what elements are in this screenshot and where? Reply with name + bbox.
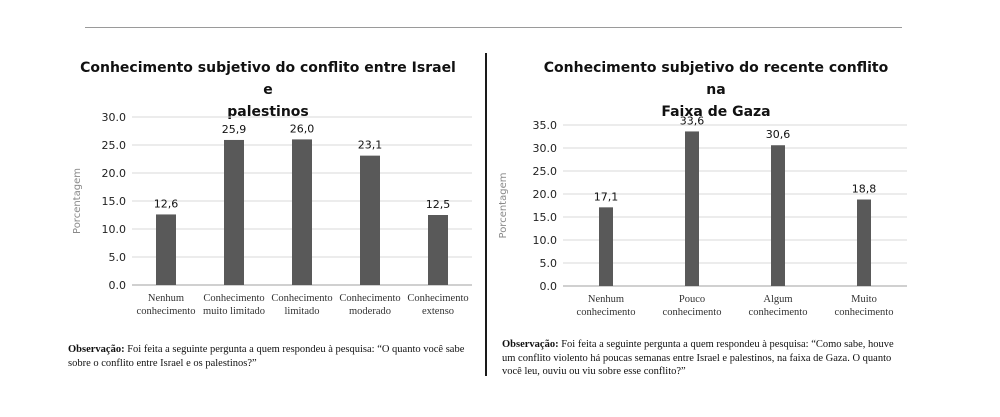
observation-note: Observação: Foi feita a seguinte pergunt… <box>502 338 922 379</box>
chart-title-line: Conhecimento subjetivo do conflito entre… <box>80 60 456 98</box>
y-axis-label: Porcentagem <box>498 173 509 239</box>
data-label: 12,6 <box>154 197 179 210</box>
bar <box>292 139 312 285</box>
category-label: muito limitado <box>203 306 265 317</box>
note-text: sobre o conflito entre Israel e os pales… <box>68 357 257 369</box>
data-label: 17,1 <box>594 190 619 203</box>
note-text: Foi feita a seguinte pergunta a quem res… <box>127 344 465 355</box>
chart-title-line: palestinos <box>227 104 309 120</box>
bar <box>685 131 699 286</box>
category-label: conhecimento <box>835 307 894 318</box>
y-tick-label: 20.0 <box>533 188 558 201</box>
chart-title-line: Conhecimento subjetivo do recente confli… <box>543 60 889 98</box>
y-tick-label: 15.0 <box>102 195 127 208</box>
category-label: Pouco <box>679 294 705 305</box>
category-label: Nenhum <box>148 293 184 304</box>
chart-title: Conhecimento subjetivo do conflito entre… <box>80 57 456 123</box>
chart-title: Conhecimento subjetivo do recente confli… <box>538 57 894 123</box>
chart-panel-left: Conhecimento subjetivo do conflito entre… <box>0 0 485 417</box>
y-tick-label: 35.0 <box>533 119 558 132</box>
category-label: Conhecimento <box>271 293 332 304</box>
bar <box>599 207 613 286</box>
data-label: 12,5 <box>426 198 451 211</box>
bar <box>156 214 176 285</box>
observation-note: Observação: Foi feita a seguinte pergunt… <box>68 343 478 370</box>
data-label: 25,9 <box>222 123 247 136</box>
category-label: limitado <box>285 306 320 317</box>
panel-divider <box>485 53 487 376</box>
category-label: Conhecimento <box>407 293 468 304</box>
bar-chart-right: 0.0 5.0 10.0 15.0 20.0 25.0 30.0 35.0 Porcentage… <box>498 114 907 318</box>
data-label: 23,1 <box>358 139 383 152</box>
category-label: Algum <box>763 294 792 305</box>
y-tick-label: 10.0 <box>533 234 558 247</box>
data-label: 26,0 <box>290 122 315 135</box>
chart-title-line: Faixa de Gaza <box>661 104 771 120</box>
y-tick-label: 15.0 <box>533 211 558 224</box>
top-rule <box>85 27 902 28</box>
bar <box>224 139 244 285</box>
bar-chart-left: 0.0 5.0 10.0 15.0 20.0 25.0 30.0 Porcentagem 12,… <box>72 111 472 317</box>
y-tick-label: 30.0 <box>102 111 127 124</box>
y-tick-label: 5.0 <box>540 257 558 270</box>
category-label: conhecimento <box>577 307 636 318</box>
y-tick-label: 10.0 <box>102 223 127 236</box>
category-label: conhecimento <box>749 307 808 318</box>
note-text: um conflito violento há poucas semanas e… <box>502 352 892 364</box>
category-label: Muito <box>851 294 877 305</box>
category-label: extenso <box>422 306 454 317</box>
data-label: 18,8 <box>852 183 877 196</box>
data-label: 30,6 <box>766 128 791 141</box>
category-label: conhecimento <box>663 307 722 318</box>
y-tick-label: 25.0 <box>102 139 127 152</box>
y-tick-label: 25.0 <box>533 165 558 178</box>
note-label: Observação: <box>502 339 559 350</box>
category-label: conhecimento <box>137 306 196 317</box>
category-label: Nenhum <box>588 294 624 305</box>
y-axis-label: Porcentagem <box>72 168 83 234</box>
y-tick-label: 30.0 <box>533 142 558 155</box>
y-tick-label: 5.0 <box>109 251 127 264</box>
y-tick-label: 20.0 <box>102 167 127 180</box>
bar <box>857 199 871 286</box>
bar <box>771 145 785 286</box>
note-text: Foi feita a seguinte pergunta a quem res… <box>561 339 894 350</box>
category-label: Conhecimento <box>203 293 264 304</box>
y-tick-label: 0.0 <box>540 280 558 293</box>
y-tick-label: 0.0 <box>109 279 127 292</box>
bar <box>428 215 448 285</box>
note-label: Observação: <box>68 344 125 355</box>
category-label: Conhecimento <box>339 293 400 304</box>
data-label: 33,6 <box>680 114 705 127</box>
bar <box>360 155 380 285</box>
category-label: moderado <box>349 306 391 317</box>
note-text: você leu, ouviu ou viu sobre esse confli… <box>502 366 686 377</box>
